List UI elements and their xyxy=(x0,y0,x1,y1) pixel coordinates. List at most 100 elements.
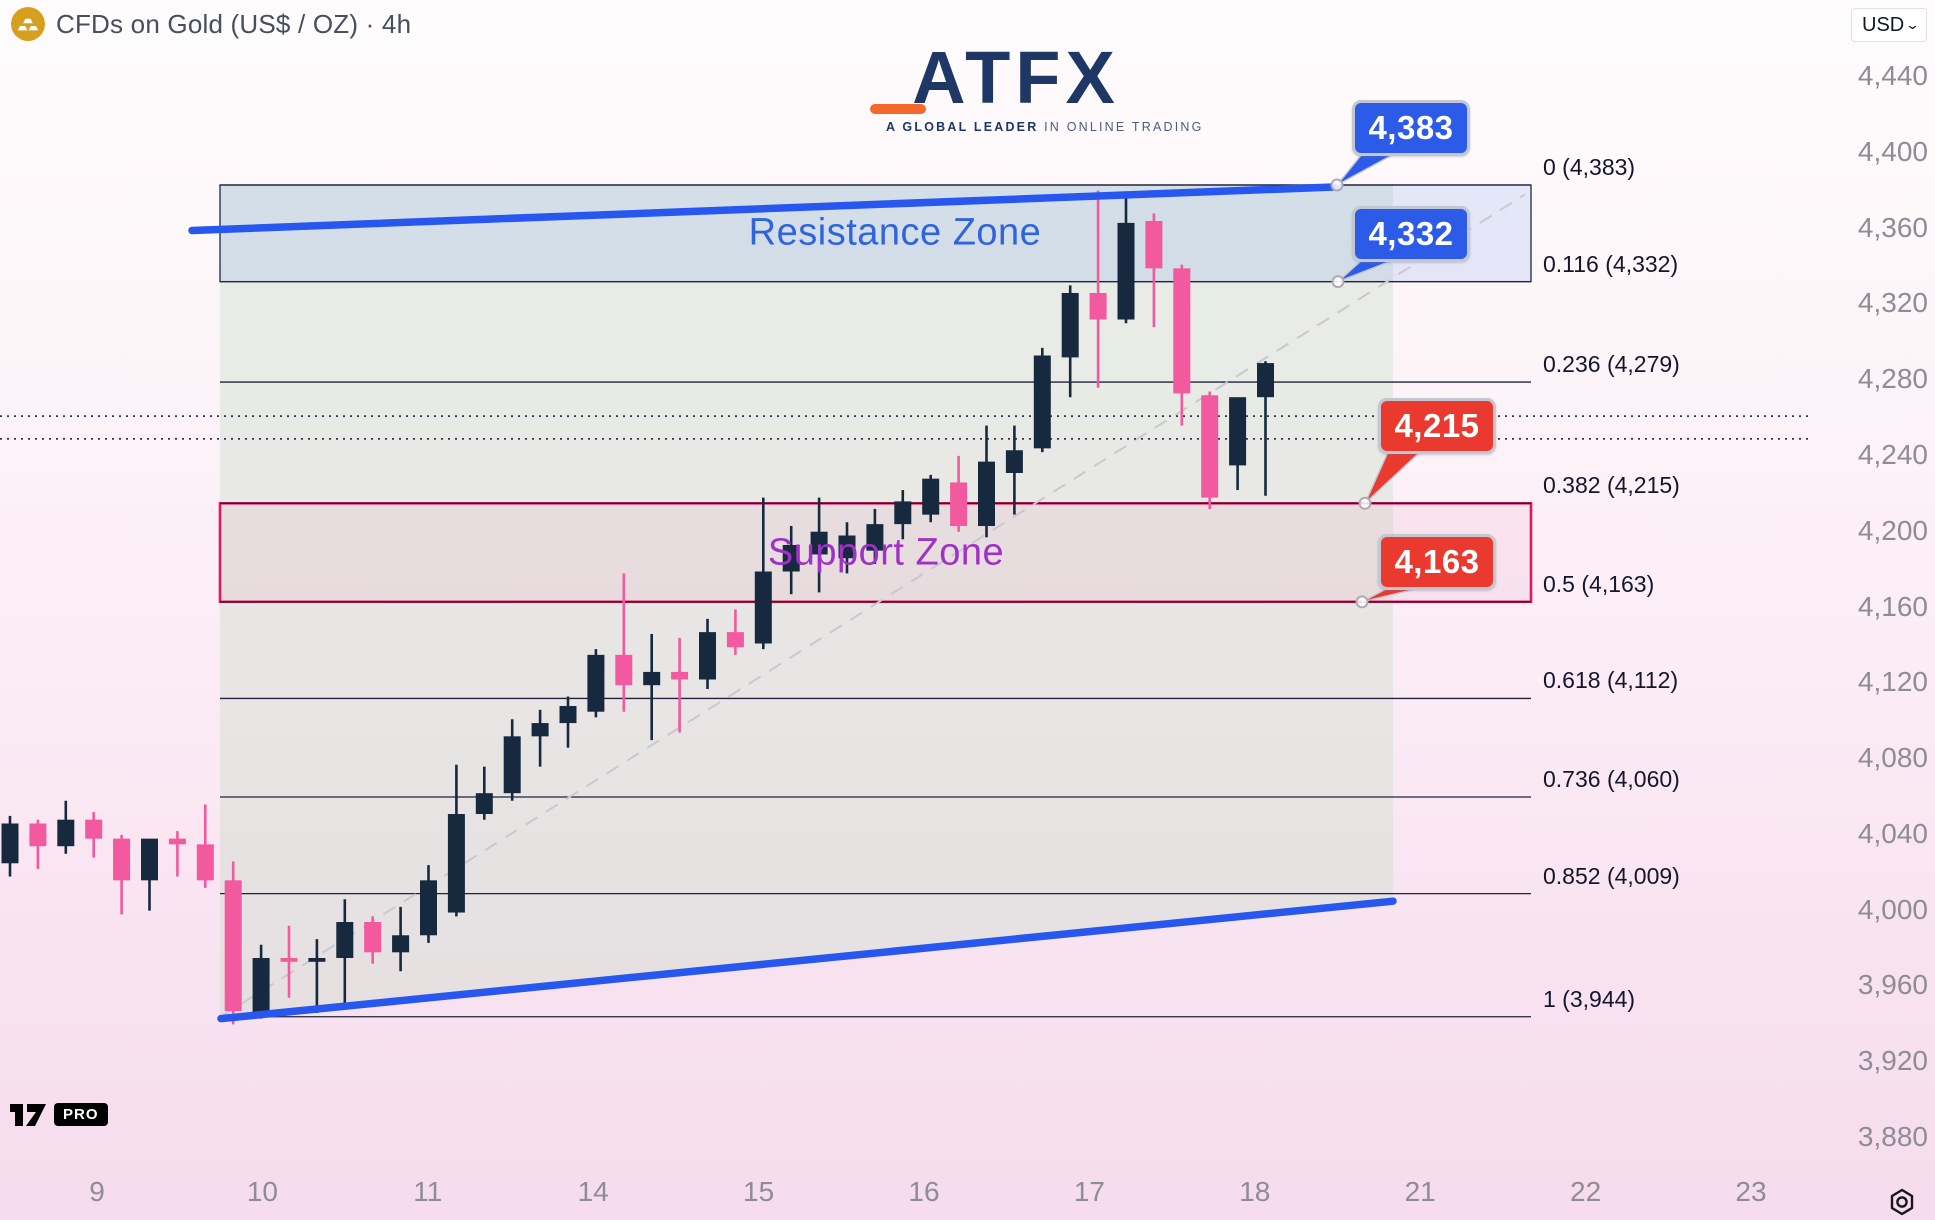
price-axis-label: 4,280 xyxy=(1857,363,1928,395)
candle-body xyxy=(392,935,410,953)
fib-level-label: 0.852 (4,009) xyxy=(1543,862,1680,889)
candle-body xyxy=(866,524,884,551)
callout-pointer xyxy=(1336,153,1395,186)
candle-body xyxy=(810,531,828,555)
candle-body xyxy=(587,654,605,712)
time-axis-label: 16 xyxy=(908,1176,940,1207)
fib-level-label: 0.116 (4,332) xyxy=(1543,250,1679,277)
callout-anchor-dot xyxy=(1330,178,1344,192)
candle-body xyxy=(1117,222,1135,320)
callout-anchor-dot xyxy=(1331,275,1345,289)
candle-body xyxy=(224,880,242,1012)
gold-symbol-icon xyxy=(11,7,45,41)
price-axis-label: 4,360 xyxy=(1857,211,1928,243)
candle-body xyxy=(1061,292,1079,358)
tradingview-watermark[interactable]: PRO xyxy=(10,1100,108,1128)
candle-body xyxy=(1257,363,1274,398)
candle-body xyxy=(420,880,437,936)
price-axis-label: 3,880 xyxy=(1857,1121,1928,1152)
price-callout-4163: 4,163 xyxy=(1378,534,1496,590)
fib-level-label: 0.5 (4,163) xyxy=(1543,570,1655,597)
candle-body xyxy=(922,478,940,515)
candle-body xyxy=(1201,395,1219,498)
fib-level-label: 0.618 (4,112) xyxy=(1543,667,1679,694)
price-axis-label: 4,320 xyxy=(1857,287,1928,319)
tradingview-logo-icon xyxy=(10,1104,46,1126)
candle-body xyxy=(57,819,75,847)
candle-body xyxy=(168,838,186,845)
price-axis-label: 4,160 xyxy=(1857,590,1928,622)
price-axis-label: 4,200 xyxy=(1857,514,1928,546)
candle-body xyxy=(196,844,214,881)
time-axis-label: 21 xyxy=(1404,1176,1436,1207)
callout-anchor-dot xyxy=(1355,595,1369,609)
candle-body xyxy=(559,706,577,724)
time-axis-label: 14 xyxy=(577,1176,609,1207)
currency-value: USD xyxy=(1862,13,1905,36)
time-axis-label: 18 xyxy=(1239,1176,1271,1207)
price-axis-label: 4,040 xyxy=(1857,817,1928,849)
candle-body xyxy=(85,819,103,839)
candle-body xyxy=(615,654,633,686)
price-axis-label: 3,920 xyxy=(1857,1045,1928,1077)
candle-body xyxy=(364,922,382,953)
candle-body xyxy=(336,922,354,959)
candle-body xyxy=(1229,397,1247,466)
resistance-zone xyxy=(219,184,1532,283)
candle-body xyxy=(531,723,549,737)
candle-body xyxy=(1089,292,1107,320)
fib-level-label: 0 (4,383) xyxy=(1543,153,1636,180)
candle-body xyxy=(754,571,772,644)
candle-body xyxy=(280,958,298,962)
callout-anchor-dot xyxy=(1358,496,1372,510)
fib-level-label: 0.236 (4,279) xyxy=(1543,351,1680,378)
candle-body xyxy=(894,501,912,525)
price-callout-4383: 4,383 xyxy=(1352,100,1470,156)
pro-badge: PRO xyxy=(54,1102,108,1126)
candle-body xyxy=(1005,450,1023,473)
gear-icon[interactable] xyxy=(1886,1188,1918,1216)
support-zone-label: Support Zone xyxy=(767,531,1005,574)
price-axis-label: 4,000 xyxy=(1857,893,1928,925)
price-axis-label: 4,440 xyxy=(1857,60,1928,91)
fib-level-label: 1 (3,944) xyxy=(1543,985,1636,1012)
candle-body xyxy=(503,736,521,794)
candle-body xyxy=(1033,355,1051,449)
symbol-title: CFDs on Gold (US$ / OZ) · 4h xyxy=(56,8,412,39)
atfx-wordmark: ATFX xyxy=(870,38,1146,118)
symbol-header[interactable]: CFDs on Gold (US$ / OZ) · 4h xyxy=(10,6,411,42)
atfx-orange-bar xyxy=(870,104,926,114)
time-axis-label: 10 xyxy=(246,1176,278,1207)
chevron-down-icon: ⌄ xyxy=(1904,17,1921,32)
time-axis-label: 17 xyxy=(1073,1176,1105,1207)
candle-body xyxy=(113,838,131,881)
resistance-zone-label: Resistance Zone xyxy=(748,211,1042,254)
candle-body xyxy=(141,838,158,881)
price-callout-4215: 4,215 xyxy=(1378,398,1496,454)
candle-body xyxy=(1145,220,1163,269)
time-axis-label: 23 xyxy=(1735,1176,1767,1207)
candle-body xyxy=(671,671,689,680)
time-axis-label: 11 xyxy=(413,1176,443,1207)
price-callout-4332: 4,332 xyxy=(1352,206,1470,262)
candle-body xyxy=(252,958,270,1013)
upper-trendline xyxy=(188,183,1341,235)
candle-body xyxy=(308,958,326,962)
time-axis-label: 15 xyxy=(743,1176,775,1207)
price-axis-label: 4,400 xyxy=(1857,135,1928,167)
currency-dropdown[interactable]: USD ⌄ xyxy=(1851,8,1927,42)
candle-body xyxy=(447,814,465,913)
fib-level-label: 0.736 (4,060) xyxy=(1543,765,1680,792)
price-axis-label: 4,240 xyxy=(1857,438,1928,470)
candle-body xyxy=(782,544,800,572)
time-axis-label: 22 xyxy=(1570,1176,1602,1207)
atfx-tagline: A GLOBAL LEADER IN ONLINE TRADING xyxy=(886,120,1204,134)
candle-body xyxy=(950,482,968,527)
candle-body xyxy=(1,823,19,864)
candle-body xyxy=(29,823,47,847)
candle-body xyxy=(978,461,995,527)
candlestick-series xyxy=(1,190,1274,1025)
time-axis-label: 9 xyxy=(89,1176,105,1207)
